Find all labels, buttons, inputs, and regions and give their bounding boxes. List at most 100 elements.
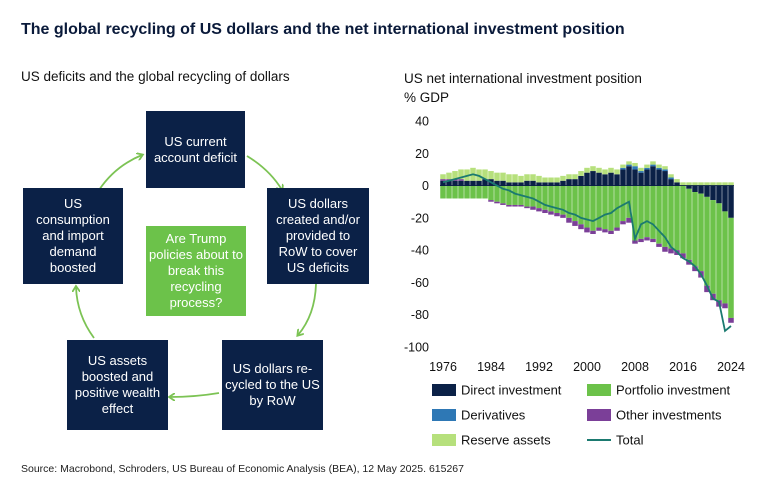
bar-portfolio-investment	[506, 185, 512, 205]
legend-label: Reserve assets	[461, 433, 551, 448]
bar-other-investments	[542, 209, 548, 214]
bar-portfolio-investment	[602, 185, 608, 230]
bar-portfolio-investment	[584, 185, 590, 228]
bar-portfolio-investment	[704, 196, 710, 286]
bar-portfolio-investment	[548, 185, 554, 212]
bar-portfolio-investment	[674, 185, 680, 251]
bar-reserve-assets	[716, 182, 722, 186]
bar-direct-investment	[704, 185, 710, 197]
bar-reserve-assets	[704, 182, 710, 186]
cycle-arrows	[0, 0, 317, 430]
bar-direct-investment	[698, 185, 704, 194]
bar-other-investments	[548, 211, 554, 215]
bar-reserve-assets	[488, 171, 494, 180]
legend-swatch-portfolio-investment	[587, 384, 611, 396]
bar-portfolio-investment	[620, 185, 626, 222]
bar-other-investments	[554, 213, 560, 217]
y-tick-label: 40	[415, 115, 429, 129]
bar-direct-investment	[452, 180, 458, 186]
bar-portfolio-investment	[590, 185, 596, 231]
bar-portfolio-investment	[686, 188, 692, 260]
bar-other-investments	[566, 217, 572, 223]
bar-direct-investment	[584, 172, 590, 186]
box-trump-question: Are Trump policies about to break this r…	[146, 226, 246, 316]
legend-swatch-direct-investment	[432, 384, 456, 396]
bar-portfolio-investment	[488, 185, 494, 201]
arrow-deficit-to-created	[246, 155, 282, 190]
bar-reserve-assets	[626, 161, 632, 165]
bar-direct-investment	[662, 171, 668, 186]
bar-other-investments	[722, 303, 728, 309]
y-tick-label: -40	[411, 244, 429, 258]
bar-other-investments	[512, 204, 518, 207]
bar-portfolio-investment	[614, 185, 620, 228]
bar-other-investments	[530, 206, 536, 210]
bar-direct-investment	[506, 182, 512, 186]
bar-direct-investment	[620, 169, 626, 186]
bar-reserve-assets	[662, 166, 668, 170]
bar-portfolio-investment	[572, 185, 578, 222]
bar-direct-investment	[674, 182, 680, 186]
bar-reserve-assets	[710, 182, 716, 186]
bar-portfolio-investment	[536, 185, 542, 209]
bar-portfolio-investment	[578, 185, 584, 225]
bar-direct-investment	[596, 172, 602, 186]
bar-reserve-assets	[560, 175, 566, 181]
chart-title: US net international investment position…	[404, 69, 642, 107]
bar-other-investments	[488, 200, 494, 202]
bar-direct-investment	[614, 174, 620, 186]
bar-direct-investment	[644, 169, 650, 186]
bar-derivatives	[668, 177, 674, 180]
bar-direct-investment	[686, 185, 692, 189]
bar-portfolio-investment	[530, 185, 536, 207]
bar-direct-investment	[470, 180, 476, 186]
bar-reserve-assets	[638, 167, 644, 172]
bar-reserve-assets	[572, 174, 578, 180]
bar-reserve-assets	[578, 171, 584, 176]
bar-derivatives	[626, 164, 632, 167]
legend-label: Other investments	[616, 408, 722, 423]
bar-direct-investment	[650, 166, 656, 186]
bar-portfolio-investment	[668, 185, 674, 249]
bar-direct-investment	[548, 182, 554, 186]
box-dollars-recycled: US dollars re-cycled to the US by RoW	[222, 340, 323, 430]
arrow-consumption-to-deficit	[98, 155, 142, 191]
bar-portfolio-investment	[458, 185, 464, 199]
bar-derivatives	[662, 169, 668, 172]
bar-other-investments	[638, 238, 644, 243]
bar-direct-investment	[722, 185, 728, 212]
legend-label: Direct investment	[461, 383, 562, 398]
bar-direct-investment	[668, 179, 674, 186]
y-tick-label: -60	[411, 276, 429, 290]
bar-derivatives	[632, 166, 638, 170]
bar-direct-investment	[464, 180, 470, 186]
bar-direct-investment	[602, 174, 608, 186]
source-note: Source: Macrobond, Schroders, US Bureau …	[21, 463, 464, 475]
bar-other-investments	[440, 179, 446, 181]
bar-direct-investment	[542, 182, 548, 186]
x-tick-label: 1992	[525, 360, 553, 374]
bar-other-investments	[608, 230, 614, 234]
bar-direct-investment	[638, 172, 644, 186]
bar-portfolio-investment	[632, 185, 638, 241]
bar-reserve-assets	[686, 182, 692, 186]
bar-portfolio-investment	[716, 203, 722, 301]
arrow-assets-to-consumption	[76, 287, 95, 339]
bar-portfolio-investment	[476, 185, 482, 199]
bar-reserve-assets	[614, 169, 620, 175]
bar-portfolio-investment	[722, 211, 728, 304]
bar-portfolio-investment	[728, 217, 734, 318]
bar-other-investments	[692, 266, 698, 272]
bar-direct-investment	[512, 182, 518, 186]
bar-other-investments	[620, 221, 626, 225]
bar-portfolio-investment	[464, 185, 470, 199]
bar-portfolio-investment	[452, 185, 458, 199]
y-tick-label: -20	[411, 211, 429, 225]
bar-direct-investment	[728, 185, 734, 218]
bar-direct-investment	[608, 172, 614, 186]
bar-portfolio-investment	[560, 185, 566, 215]
legend-label: Portfolio investment	[616, 383, 731, 398]
bar-reserve-assets	[440, 174, 446, 180]
bar-direct-investment	[476, 180, 482, 186]
bar-other-investments	[506, 204, 512, 207]
